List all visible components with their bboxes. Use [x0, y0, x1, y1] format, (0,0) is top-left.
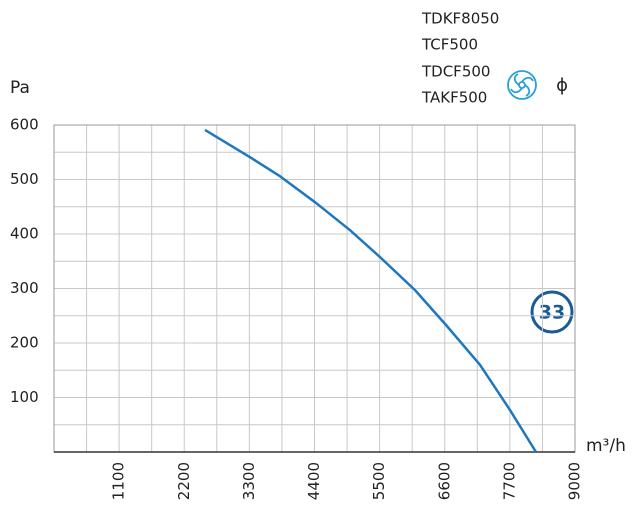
badge: 33 — [539, 302, 565, 324]
y-tick-label: 500 — [10, 170, 39, 188]
x-tick-label: 1100 — [110, 462, 128, 500]
y-tick-label: 100 — [10, 388, 39, 406]
x-tick-label: 5500 — [370, 462, 388, 500]
curve — [204, 128, 538, 453]
model-name: TAKF500 — [421, 89, 487, 107]
fan-icon — [507, 70, 537, 100]
y-tick-label: 200 — [10, 334, 39, 352]
x-tick-label: 6600 — [435, 462, 453, 500]
x-axis-label: m³/h — [586, 436, 626, 456]
model-name: TDKF8050 — [421, 10, 499, 28]
x-tick-label: 2200 — [175, 462, 193, 500]
y-axis-label: Pa — [10, 78, 30, 98]
x-tick-label: 9000 — [566, 462, 584, 500]
x-tick-label: 3300 — [240, 462, 258, 500]
y-tick-label: 600 — [10, 116, 39, 134]
x-tick-label: 7700 — [500, 462, 518, 500]
model-name: TDCF500 — [421, 63, 490, 81]
x-tick-label: 4400 — [305, 462, 323, 500]
model-name: TCF500 — [421, 36, 478, 54]
y-tick-label: 400 — [10, 225, 39, 243]
y-tick-label: 300 — [10, 279, 39, 297]
symbol: ϕ — [556, 75, 568, 96]
